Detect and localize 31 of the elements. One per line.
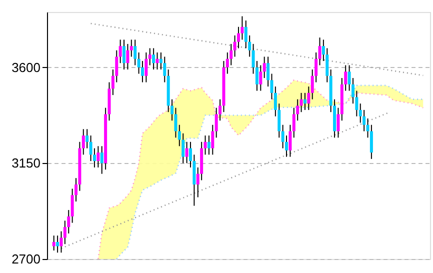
candlestick (118, 39, 122, 64)
candlestick (144, 52, 148, 83)
candlestick (152, 48, 156, 70)
candlestick (126, 43, 130, 70)
candlestick (148, 48, 152, 66)
candlestick (262, 56, 266, 79)
candlestick (211, 124, 214, 156)
candlestick (52, 235, 56, 251)
candlestick (336, 107, 340, 138)
candlestick (288, 124, 292, 158)
candlestick (300, 92, 303, 113)
candlestick (204, 135, 207, 156)
y-tick-label: 3600 (12, 60, 40, 75)
candlestick (56, 235, 60, 254)
candlestick (163, 56, 166, 83)
candlestick (130, 39, 133, 58)
candlestick (156, 52, 159, 70)
candlestick (259, 64, 262, 92)
candlestick (60, 230, 63, 254)
candlestick (307, 86, 310, 110)
candlestick (86, 128, 89, 149)
candlestick (207, 135, 210, 156)
candlestick (185, 141, 188, 164)
y-tick-label: 2700 (12, 252, 40, 266)
candlestick (134, 39, 137, 66)
candlestick (122, 39, 126, 70)
candlestick (100, 146, 104, 174)
candlestick (303, 92, 306, 110)
y-tick-label: 3150 (12, 156, 40, 171)
candlestick (82, 128, 85, 156)
candlestick (96, 146, 100, 168)
